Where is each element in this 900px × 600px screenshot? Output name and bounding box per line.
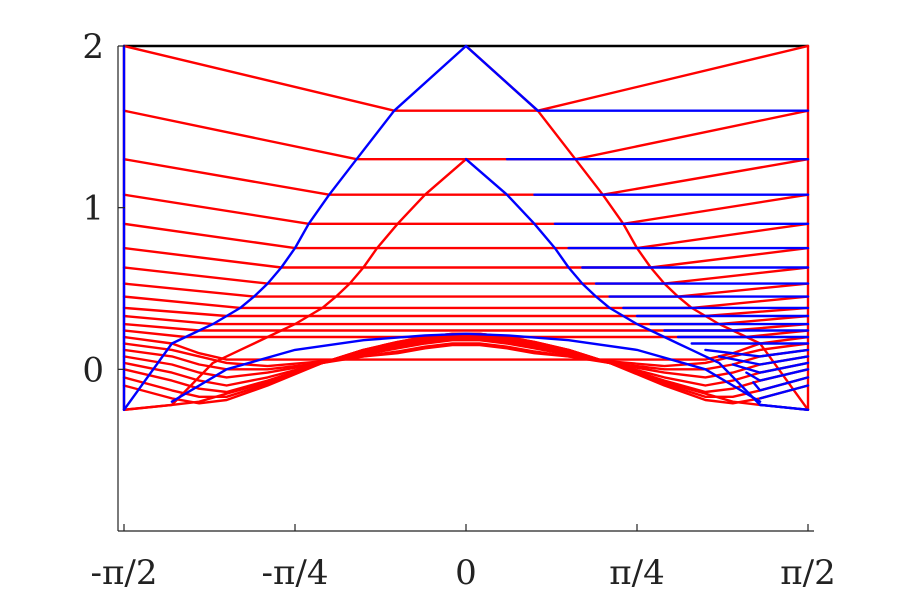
series-line-7 — [122, 266, 810, 285]
series-line-18 — [122, 337, 810, 387]
series-line-26 — [122, 157, 468, 411]
series-line-16 — [122, 342, 810, 371]
series-line-5 — [122, 222, 810, 250]
series-line-4 — [122, 193, 810, 226]
x-tick-label-1: -π/4 — [262, 553, 329, 593]
series-line-2 — [122, 109, 810, 161]
series-line-9 — [122, 295, 810, 310]
series-line-8 — [122, 282, 810, 298]
x-tick-label-0: -π/2 — [91, 553, 158, 593]
series-line-12 — [122, 322, 810, 332]
series-line-1 — [122, 44, 810, 112]
series-line-15 — [122, 342, 810, 368]
x-tick-label-2: 0 — [455, 553, 477, 593]
series-line-47 — [745, 368, 810, 382]
y-tick-label-2: 2 — [82, 27, 104, 67]
y-tick-label-0: 0 — [82, 350, 104, 390]
series-line-25 — [464, 44, 810, 411]
y-tick-label-1: 1 — [82, 189, 104, 229]
series-line-29 — [464, 157, 810, 411]
series-line-50 — [758, 403, 810, 411]
y-axis-ticks: 0 1 2 — [82, 27, 125, 390]
series-line-20 — [122, 334, 810, 398]
series-line-48 — [752, 376, 810, 392]
x-tick-label-4: π/2 — [780, 553, 835, 593]
series-line-28 — [122, 44, 468, 411]
series-line-6 — [122, 246, 810, 269]
series-line-3 — [122, 157, 810, 196]
series-line-17 — [122, 339, 810, 379]
series-line-46 — [731, 361, 810, 374]
series-line-44 — [704, 348, 810, 358]
series-line-19 — [122, 335, 810, 394]
x-axis-ticks: -π/2 -π/4 0 π/4 π/2 — [91, 524, 836, 593]
series-line-11 — [122, 314, 810, 326]
series-layer — [122, 44, 810, 411]
series-line-51 — [170, 332, 762, 403]
series-line-49 — [758, 384, 810, 400]
axes — [117, 46, 814, 532]
series-line-30 — [464, 44, 810, 112]
series-line-14 — [122, 335, 810, 361]
series-line-45 — [717, 355, 810, 366]
x-tick-label-3: π/4 — [609, 553, 664, 593]
